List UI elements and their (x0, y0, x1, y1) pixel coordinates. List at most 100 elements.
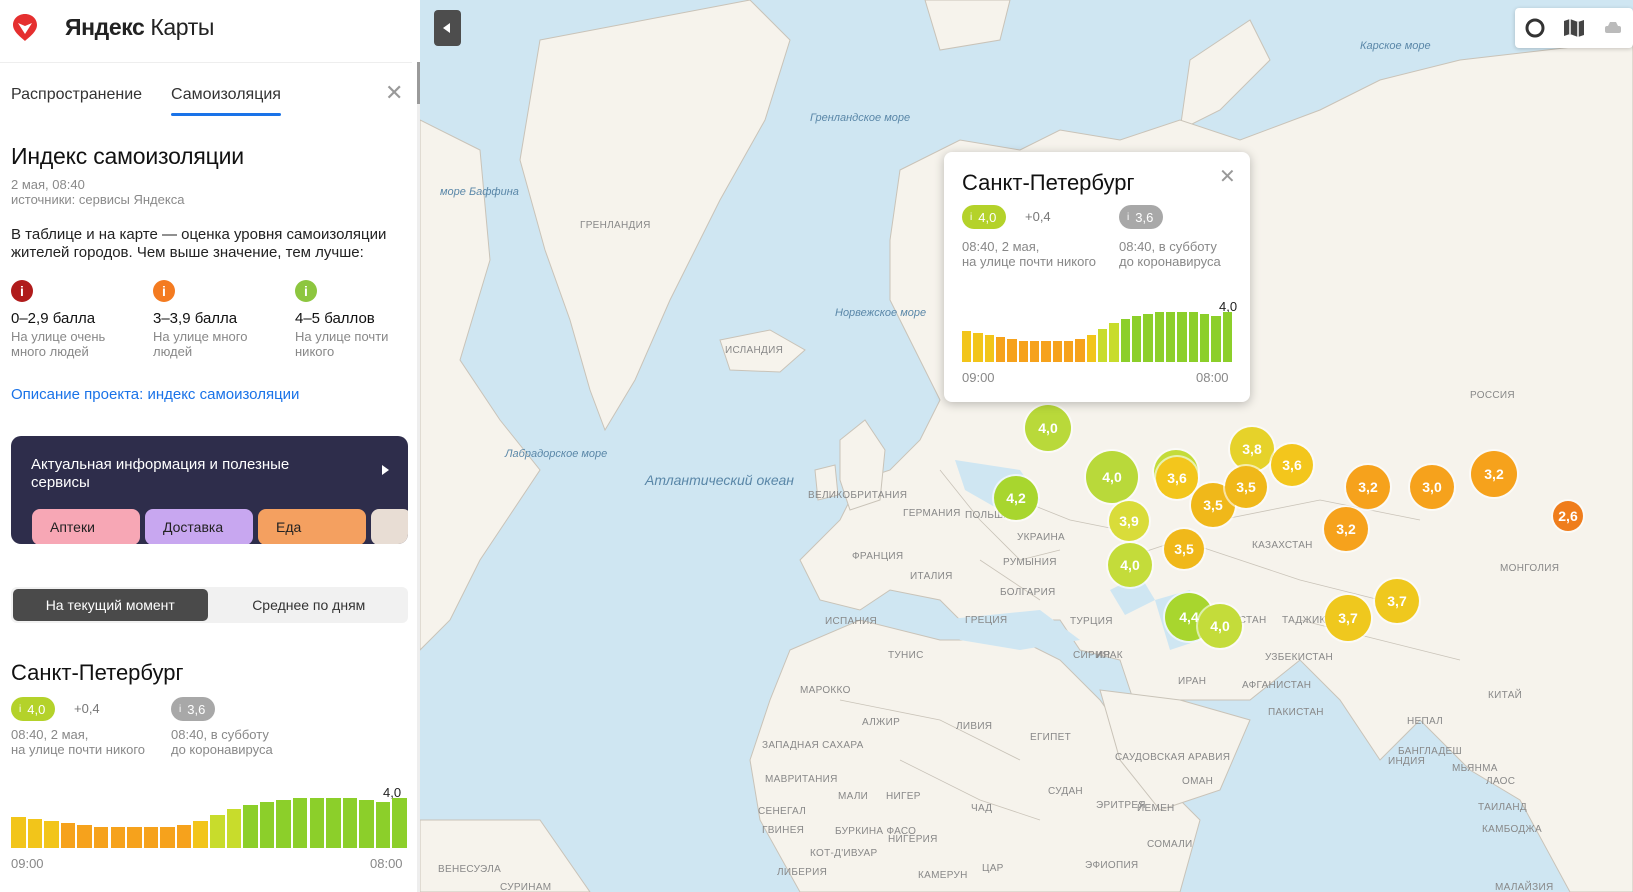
tab-spread[interactable]: Распространение (11, 86, 143, 103)
banner-title: Актуальная информация и полезные сервисы (31, 456, 290, 491)
city-index-marker[interactable]: 3,2 (1346, 465, 1390, 509)
chart-bar (60, 823, 76, 848)
country-label: Исландия (725, 345, 784, 356)
traffic-button[interactable] (1594, 8, 1633, 48)
city-index-marker[interactable]: 3,5 (1164, 529, 1204, 569)
city-index-marker[interactable]: 3,8 (1230, 427, 1274, 471)
country-label: Греция (965, 615, 1008, 626)
city-index-marker[interactable]: 3,5 (1225, 466, 1267, 508)
scrollbar-track[interactable] (417, 62, 420, 892)
city-index-marker[interactable]: 3,6 (1271, 444, 1313, 486)
chart-bar (1154, 312, 1164, 362)
city-index-marker[interactable]: 4,0 (1025, 405, 1071, 451)
country-label: Тунис (888, 650, 924, 661)
map-canvas[interactable]: Карское море Гренландское море море Бафф… (420, 0, 1633, 892)
panel-title: Индекс самоизоляции (11, 143, 244, 169)
city-index-marker[interactable]: 4,0 (1198, 604, 1242, 648)
tab-bar: Распространение Самоизоляция (11, 86, 310, 116)
city-index-marker[interactable]: 3,6 (1156, 457, 1198, 499)
legend-range: 4–5 баллов (295, 310, 375, 327)
city-index-marker[interactable]: 3,7 (1375, 579, 1419, 623)
chart-bar (342, 798, 358, 848)
chart-bar (996, 337, 1006, 362)
legend-range: 0–2,9 балла (11, 310, 96, 327)
sea-label: море Баффина (440, 186, 519, 198)
country-label: Ливия (956, 721, 993, 732)
country-label: Малайзия (1495, 882, 1554, 892)
map-layers-icon (1563, 19, 1584, 37)
chart-bar (984, 335, 994, 362)
header-divider (0, 62, 412, 63)
country-label: Испания (825, 616, 877, 627)
chart-bar (1030, 341, 1040, 362)
chart-bar (1064, 341, 1074, 362)
alice-assistant-button[interactable] (1515, 8, 1554, 48)
legend: i 0–2,9 балла На улице очень много людей … (11, 280, 420, 359)
city-index-marker[interactable]: 3,2 (1471, 451, 1517, 497)
city-index-marker[interactable]: 4,2 (994, 476, 1038, 520)
scrollbar-thumb[interactable] (417, 62, 420, 104)
country-label: Гвинея (762, 825, 805, 836)
index-delta: +0,4 (74, 701, 100, 716)
chart-bar (1132, 316, 1142, 362)
country-label: Эритрея (1096, 800, 1146, 811)
chip-food[interactable]: Еда (258, 509, 366, 544)
collapse-sidebar-button[interactable] (434, 10, 461, 46)
chart-bar (392, 798, 407, 848)
close-icon[interactable]: ✕ (385, 80, 404, 105)
country-label: Монголия (1500, 563, 1560, 574)
chip-pharmacies[interactable]: Аптеки (32, 509, 140, 544)
chart-bar (359, 800, 374, 848)
country-label: Йемен (1137, 803, 1175, 814)
person-icon: i (11, 280, 33, 302)
mode-current-button[interactable]: На текущий момент (13, 589, 208, 621)
current-time-note: 08:40, 2 мая, на улице почти никого (11, 727, 145, 757)
city-index-marker[interactable]: 2,6 (1553, 501, 1583, 531)
city-index-marker[interactable]: 3,0 (1410, 465, 1454, 509)
country-label: Саудовская Аравия (1115, 752, 1231, 763)
sea-label: Гренландское море (810, 112, 911, 124)
popup-time-note: 08:40, 2 мая, на улице почти никого (962, 239, 1096, 269)
country-label: Египет (1030, 732, 1072, 743)
city-index-marker[interactable]: 3,9 (1109, 501, 1149, 541)
country-label: Германия (903, 508, 961, 519)
country-label: Россия (1470, 390, 1515, 401)
service-chips: Аптеки Доставка Еда (32, 509, 408, 544)
panel-source: источники: сервисы Яндекса (11, 192, 185, 207)
city-index-marker[interactable]: 3,7 (1325, 595, 1371, 641)
country-label: Пакистан (1268, 707, 1324, 718)
mode-average-button[interactable]: Среднее по дням (252, 597, 366, 613)
city-index-marker[interactable]: 4,0 (1108, 543, 1152, 587)
legend-range: 3–3,9 балла (153, 310, 238, 327)
logo[interactable]: Яндекс Карты (10, 12, 214, 42)
arrow-right-icon[interactable] (382, 465, 389, 475)
chart-bar (143, 827, 159, 848)
chart-bar (276, 800, 291, 848)
tab-self-isolation[interactable]: Самоизоляция (171, 86, 281, 116)
country-label: Оман (1182, 776, 1214, 787)
chart-bar (44, 821, 59, 848)
chart-bar (1143, 314, 1153, 362)
chart-bar (962, 330, 972, 362)
legend-item-high: i 4–5 баллов На улице почти никого (295, 280, 420, 359)
project-description-link[interactable]: Описание проекта: индекс самоизоляции (11, 386, 300, 403)
panel-description: В таблице и на карте — оценка уровня сам… (11, 226, 387, 261)
chart-bar (1222, 312, 1232, 362)
city-index-marker[interactable]: 4,0 (1086, 451, 1138, 503)
popup-close-icon[interactable]: ✕ (1219, 166, 1236, 188)
country-label: Суринам (500, 882, 552, 892)
chip-delivery[interactable]: Доставка (145, 509, 253, 544)
chip-more[interactable] (371, 509, 408, 544)
chart-bar (309, 798, 325, 848)
country-label: Либерия (777, 867, 828, 878)
country-label: Сирия (1073, 650, 1110, 661)
map-layers-button[interactable] (1554, 8, 1593, 48)
yandex-maps-pin-icon (13, 14, 37, 41)
city-index-marker[interactable]: 3,2 (1324, 507, 1368, 551)
info-banner[interactable]: Актуальная информация и полезные сервисы… (11, 436, 408, 544)
chart-bar (292, 798, 308, 848)
sea-label: Лабрадорское море (505, 448, 608, 460)
country-label: Камерун (918, 870, 968, 881)
country-label: Ирак (1096, 650, 1123, 661)
chart-bar (1018, 341, 1028, 362)
